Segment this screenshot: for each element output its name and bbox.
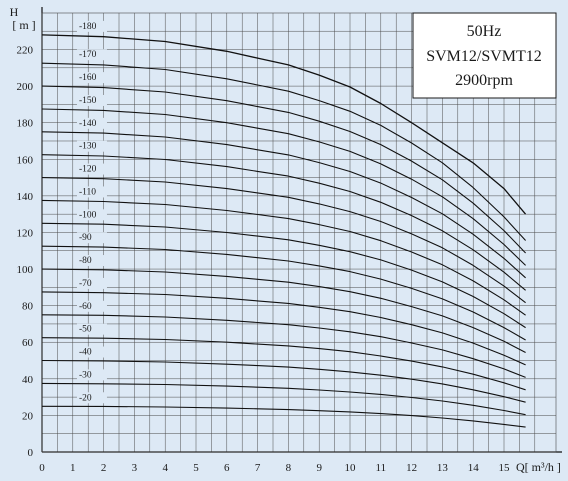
curve-label-40: -40 <box>79 348 92 358</box>
x-tick-label: 11 <box>376 462 387 474</box>
y-tick-label: 200 <box>17 81 34 93</box>
y-tick-label: 220 <box>17 45 34 57</box>
x-tick-label: 9 <box>316 462 322 474</box>
y-tick-label: 180 <box>17 118 34 130</box>
x-tick-label: 2 <box>101 462 107 474</box>
curve-label-140: -140 <box>79 119 97 129</box>
x-tick-label: 5 <box>193 462 199 474</box>
y-tick-label: 140 <box>17 191 34 203</box>
y-tick-label: 60 <box>22 337 34 349</box>
curve-label-20: -20 <box>79 393 92 403</box>
x-tick-label: 1 <box>70 462 76 474</box>
x-tick-label: 4 <box>162 462 168 474</box>
x-axis-label: Q[ m³/h ] <box>516 460 561 474</box>
x-tick-label: 8 <box>286 462 292 474</box>
x-tick-label: 3 <box>132 462 138 474</box>
x-tick-label: 0 <box>39 462 45 474</box>
curve-label-180: -180 <box>79 22 97 32</box>
curve-label-110: -110 <box>79 187 96 197</box>
info-box: 50Hz SVM12/SVMT12 2900rpm <box>413 13 556 98</box>
curve-label-160: -160 <box>79 73 97 83</box>
x-tick-label: 12 <box>406 462 417 474</box>
x-tick-label: 14 <box>468 462 480 474</box>
curve-label-150: -150 <box>79 96 97 106</box>
y-tick-label: 120 <box>17 227 34 239</box>
curve-label-70: -70 <box>79 279 92 289</box>
y-axis-unit: [ m ] <box>12 18 35 32</box>
x-tick-label: 10 <box>345 462 357 474</box>
curve-label-170: -170 <box>79 50 97 60</box>
curve-label-30: -30 <box>79 370 92 380</box>
curve-label-80: -80 <box>79 256 92 266</box>
info-speed: 2900rpm <box>455 72 513 89</box>
x-tick-label: 15 <box>499 462 511 474</box>
y-tick-label: 20 <box>22 410 34 422</box>
y-axis-label: H <box>10 5 19 19</box>
y-tick-label: 0 <box>28 447 34 459</box>
y-tick-label: 100 <box>17 264 34 276</box>
x-tick-label: 6 <box>224 462 230 474</box>
x-tick-label: 13 <box>437 462 449 474</box>
curve-label-120: -120 <box>79 165 97 175</box>
x-tick-label: 7 <box>255 462 261 474</box>
curve-label-60: -60 <box>79 302 92 312</box>
curve-label-130: -130 <box>79 142 97 152</box>
info-model: SVM12/SVMT12 <box>426 48 542 65</box>
info-frequency: 50Hz <box>467 23 502 40</box>
y-tick-label: 80 <box>22 301 34 313</box>
y-tick-label: 40 <box>22 374 34 386</box>
curve-label-90: -90 <box>79 233 92 243</box>
y-tick-label: 160 <box>17 154 34 166</box>
curve-label-50: -50 <box>79 325 92 335</box>
curve-label-100: -100 <box>79 210 97 220</box>
